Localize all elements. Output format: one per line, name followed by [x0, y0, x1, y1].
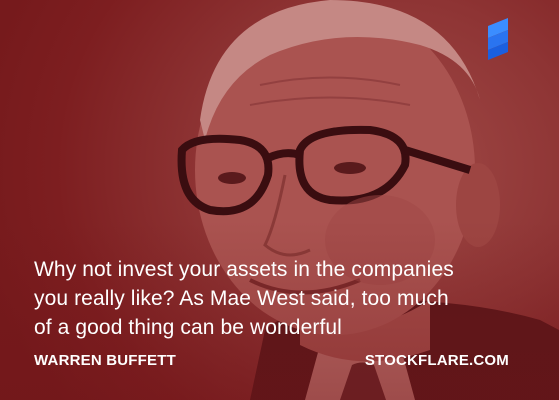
stockflare-s-logo-icon[interactable] [484, 16, 512, 60]
quote-text: Why not invest your assets in the compan… [34, 255, 524, 342]
glasses [177, 125, 472, 216]
mouth [249, 278, 361, 295]
quote-line-3: of a good thing can be wonderful [34, 316, 342, 339]
quote-line-2: you really like? As Mae West said, too m… [34, 287, 449, 310]
ear [456, 163, 500, 247]
quote-line-1: Why not invest your assets in the compan… [34, 258, 454, 281]
site-link[interactable]: STOCKFLARE.COM [364, 352, 509, 369]
hair [200, 0, 480, 140]
author-name: WARREN BUFFETT [34, 352, 176, 369]
tie [340, 362, 386, 400]
nose [263, 174, 311, 257]
